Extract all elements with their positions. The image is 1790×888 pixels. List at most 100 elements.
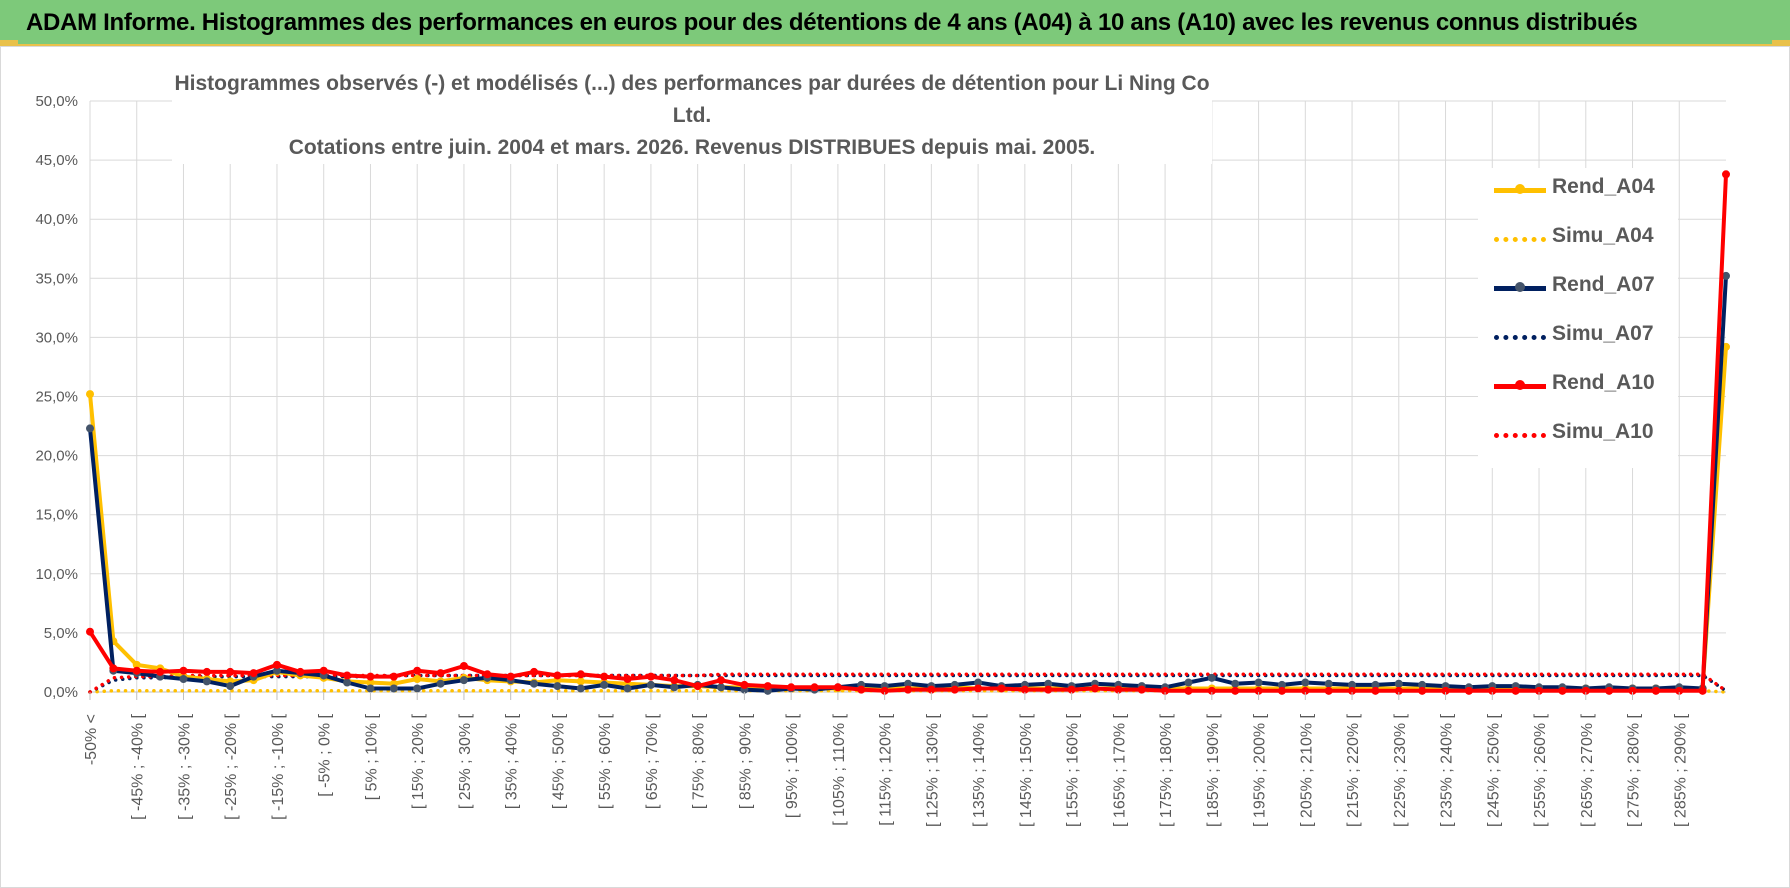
x-tick-label: [ 145% ; 150% [: [1018, 713, 1035, 827]
point-rend_a04: [413, 674, 422, 683]
point-rend_a10: [1301, 686, 1310, 695]
point-rend_a10: [717, 676, 726, 685]
point-rend_a07: [600, 680, 609, 689]
point-rend_a10: [1090, 684, 1099, 693]
x-tick-label: [ 215% ; 220% [: [1345, 713, 1362, 827]
x-tick-label: [ 15% ; 20% [: [410, 713, 427, 809]
x-tick-label: [ 235% ; 240% [: [1439, 713, 1456, 827]
point-rend_a10: [1464, 686, 1473, 695]
x-tick-label: [ 245% ; 250% [: [1485, 713, 1502, 827]
point-rend_a10: [1722, 170, 1730, 179]
point-rend_a07: [553, 682, 562, 691]
legend-marker: [1515, 184, 1525, 194]
x-tick-label: [ 165% ; 170% [: [1111, 713, 1128, 827]
point-rend_a10: [1535, 686, 1544, 695]
point-rend_a10: [1277, 686, 1286, 695]
x-tick-label: [ 275% ; 280% [: [1626, 713, 1643, 827]
chart-title: Histogrammes observés (-) et modélisés (…: [172, 68, 1212, 164]
point-rend_a10: [319, 666, 328, 675]
page-title: ADAM Informe. Histogrammes des performan…: [26, 9, 1638, 36]
legend-item-rend_a07: Rend_A07: [1478, 266, 1678, 306]
point-rend_a07: [670, 683, 679, 692]
legend-label: Simu_A07: [1552, 322, 1654, 345]
point-rend_a10: [1161, 686, 1170, 695]
point-rend_a10: [1324, 686, 1333, 695]
legend-label: Simu_A10: [1552, 420, 1654, 443]
point-rend_a07: [226, 682, 235, 691]
chart-title-line-2: Cotations entre juin. 2004 et mars. 2026…: [288, 136, 1096, 159]
point-rend_a10: [1394, 686, 1403, 695]
point-rend_a07: [1207, 673, 1216, 682]
y-tick-label: 35,0%: [35, 270, 78, 287]
point-rend_a10: [1348, 686, 1357, 695]
point-rend_a10: [389, 672, 398, 681]
point-rend_a07: [530, 679, 539, 688]
point-rend_a07: [1044, 679, 1053, 688]
x-tick-label: [ -25% ; -20% [: [223, 713, 240, 819]
point-rend_a10: [646, 672, 655, 681]
point-rend_a07: [86, 424, 94, 433]
point-rend_a10: [670, 676, 679, 685]
point-rend_a10: [202, 667, 211, 676]
point-rend_a10: [1441, 686, 1450, 695]
x-tick-label: [ 35% ; 40% [: [504, 713, 521, 809]
corner-mark-left: [0, 40, 18, 46]
point-rend_a10: [1698, 686, 1707, 695]
point-rend_a07: [1371, 680, 1380, 689]
point-rend_a10: [1371, 686, 1380, 695]
x-tick-label: [ 45% ; 50% [: [550, 713, 567, 809]
point-rend_a10: [1488, 686, 1497, 695]
point-rend_a07: [1301, 678, 1310, 687]
x-tick-label: [ -45% ; -40% [: [130, 713, 147, 819]
legend-marker: [1515, 380, 1525, 390]
x-tick-label: [ 195% ; 200% [: [1252, 713, 1269, 827]
point-rend_a10: [600, 672, 609, 681]
x-tick-label: [ 225% ; 230% [: [1392, 713, 1409, 827]
x-tick-label: -50% <: [83, 714, 100, 765]
y-tick-label: 30,0%: [35, 329, 78, 346]
point-rend_a07: [1277, 680, 1286, 689]
point-rend_a10: [833, 683, 842, 692]
point-rend_a07: [904, 679, 912, 688]
legend-label: Rend_A07: [1552, 273, 1655, 296]
x-tick-label: [ 255% ; 260% [: [1532, 713, 1549, 827]
point-rend_a07: [413, 684, 422, 693]
x-tick-label: [ 55% ; 60% [: [597, 713, 614, 809]
y-tick-label: 40,0%: [35, 211, 78, 228]
point-rend_a04: [86, 390, 94, 399]
point-rend_a10: [763, 682, 772, 691]
x-tick-label: [ 125% ; 130% [: [924, 713, 941, 827]
point-rend_a07: [1184, 678, 1193, 687]
y-tick-label: 45,0%: [35, 152, 78, 169]
point-rend_a10: [904, 685, 912, 694]
legend-swatch: [1494, 433, 1546, 438]
point-rend_a10: [1651, 686, 1660, 695]
legend-item-rend_a04: Rend_A04: [1478, 168, 1678, 208]
point-rend_a10: [1605, 686, 1614, 695]
point-rend_a07: [179, 674, 188, 683]
x-tick-label: [ 65% ; 70% [: [644, 713, 661, 809]
legend-swatch: [1494, 237, 1546, 242]
legend-item-rend_a10: Rend_A10: [1478, 364, 1678, 404]
y-tick-label: 10,0%: [35, 566, 78, 583]
legend-label: Rend_A10: [1552, 371, 1655, 394]
point-rend_a10: [156, 667, 165, 676]
x-tick-label: [ 135% ; 140% [: [971, 713, 988, 827]
x-tick-label: [ -35% ; -30% [: [176, 713, 193, 819]
legend-swatch: [1494, 335, 1546, 340]
legend: Rend_A04 Simu_A04 Rend_A07 Simu_A07 Rend_A10…: [1478, 168, 1678, 468]
x-tick-label: [ 105% ; 110% [: [831, 713, 848, 825]
x-tick-label: [ 285% ; 290% [: [1672, 713, 1689, 827]
point-rend_a10: [366, 672, 375, 681]
point-rend_a10: [1511, 686, 1520, 695]
point-rend_a07: [646, 680, 655, 689]
header-banner: ADAM Informe. Histogrammes des performan…: [0, 0, 1790, 46]
point-rend_a07: [366, 684, 375, 693]
corner-mark-right: [1772, 40, 1790, 46]
point-rend_a07: [202, 677, 211, 686]
point-rend_a10: [1418, 686, 1427, 695]
x-tick-label: [ 85% ; 90% [: [737, 713, 754, 809]
point-rend_a10: [974, 684, 983, 693]
point-rend_a10: [1207, 686, 1216, 695]
